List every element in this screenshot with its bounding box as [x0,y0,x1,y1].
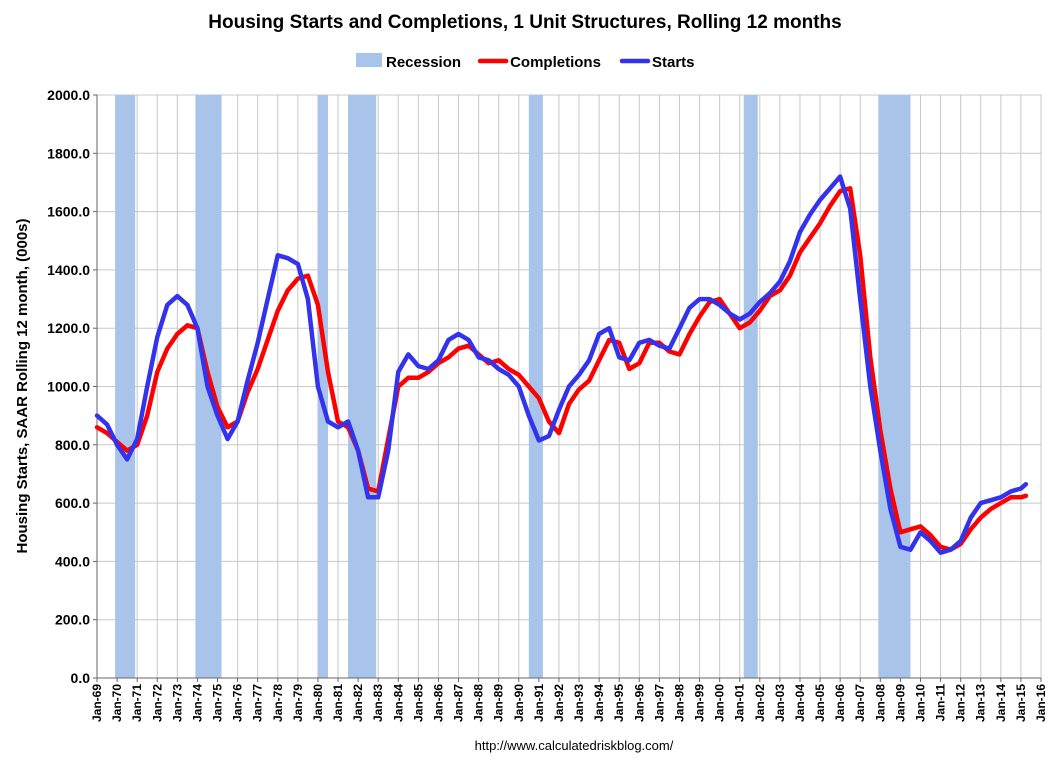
legend-swatch-recession [356,53,382,67]
x-tick-label: Jan-77 [251,684,265,722]
x-tick-label: Jan-84 [391,684,405,722]
x-tick-label: Jan-83 [371,684,385,722]
y-axis-label: Housing Starts, SAAR Rolling 12 month, (… [14,218,31,553]
y-tick-label: 1800.0 [47,145,90,161]
recession-bands [115,95,911,678]
y-axis: 0.0 200.0 400.0 600.0 800.0 1000.0 1200.0 1400.… [47,87,98,686]
y-tick-label: 400.0 [55,553,90,569]
x-tick-label: Jan-75 [211,684,225,722]
plot-area: 0.0 200.0 400.0 600.0 800.0 1000.0 1200.0 1400.… [47,87,1048,722]
recession-band [743,95,758,678]
x-tick-label: Jan-88 [472,684,486,722]
x-tick-label: Jan-72 [150,684,164,722]
x-tick-label: Jan-12 [954,684,968,722]
x-tick-label: Jan-89 [492,684,506,722]
legend-label-recession: Recession [386,54,461,71]
y-tick-label: 1600.0 [47,204,90,220]
x-tick-label: Jan-93 [572,684,586,722]
x-tick-label: Jan-09 [893,684,907,722]
x-tick-label: Jan-95 [612,684,626,722]
x-tick-label: Jan-16 [1034,684,1048,722]
x-tick-label: Jan-74 [190,684,204,722]
x-tick-label: Jan-70 [110,684,124,722]
y-tick-label: 1200.0 [47,320,90,336]
x-tick-label: Jan-02 [753,684,767,722]
x-tick-label: Jan-14 [994,684,1008,722]
x-tick-label: Jan-00 [713,684,727,722]
y-tick-label: 1000.0 [47,379,90,395]
x-axis: Jan-69 Jan-70 Jan-71 Jan-72 Jan-73 Jan-74 Jan-… [90,677,1048,722]
y-tick-label: 2000.0 [47,87,90,103]
series-line-starts [94,174,1029,555]
recession-band [528,95,543,678]
x-tick-label: Jan-76 [231,684,245,722]
y-tick-label: 800.0 [55,437,90,453]
recession-band [878,95,911,678]
x-tick-label: Jan-05 [813,684,827,722]
x-tick-label: Jan-01 [733,684,747,722]
x-tick-label: Jan-97 [652,684,666,722]
x-tick-label: Jan-82 [351,684,365,722]
x-tick-label: Jan-15 [1014,684,1028,722]
x-tick-label: Jan-71 [130,684,144,722]
series-lines [94,174,1029,555]
x-tick-label: Jan-78 [271,684,285,722]
y-tick-label: 1400.0 [47,262,90,278]
x-tick-label: Jan-07 [853,684,867,722]
x-tick-label: Jan-80 [311,684,325,722]
x-tick-label: Jan-08 [873,684,887,722]
series-line-completions [94,186,1029,552]
x-tick-label: Jan-10 [913,684,927,722]
y-tick-label: 200.0 [55,612,90,628]
x-tick-label: Jan-04 [793,684,807,722]
x-tick-label: Jan-96 [632,684,646,722]
recession-band [115,95,136,678]
recession-band [317,95,328,678]
x-tick-label: Jan-98 [672,684,686,722]
x-tick-label: Jan-81 [331,684,345,722]
legend-label-completions: Completions [510,54,601,71]
x-tick-label: Jan-85 [411,684,425,722]
y-tick-label: 0.0 [71,670,91,686]
x-tick-label: Jan-69 [90,684,104,722]
x-tick-label: Jan-99 [693,684,707,722]
x-tick-label: Jan-73 [170,684,184,722]
x-tick-label: Jan-87 [452,684,466,722]
legend: Recession Completions Starts [356,53,695,71]
x-tick-label: Jan-79 [291,684,305,722]
x-tick-label: Jan-94 [592,684,606,722]
x-tick-label: Jan-90 [512,684,526,722]
legend-label-starts: Starts [652,54,695,71]
x-tick-label: Jan-13 [974,684,988,722]
y-tick-label: 600.0 [55,495,90,511]
x-tick-label: Jan-86 [431,684,445,722]
x-tick-label: Jan-11 [934,684,948,722]
x-tick-label: Jan-06 [833,684,847,722]
x-tick-label: Jan-91 [532,684,546,722]
recession-band [348,95,377,678]
source-url: http://www.calculatedriskblog.com/ [475,738,674,753]
chart-title: Housing Starts and Completions, 1 Unit S… [208,12,841,33]
x-tick-label: Jan-03 [773,684,787,722]
x-tick-label: Jan-92 [552,684,566,722]
